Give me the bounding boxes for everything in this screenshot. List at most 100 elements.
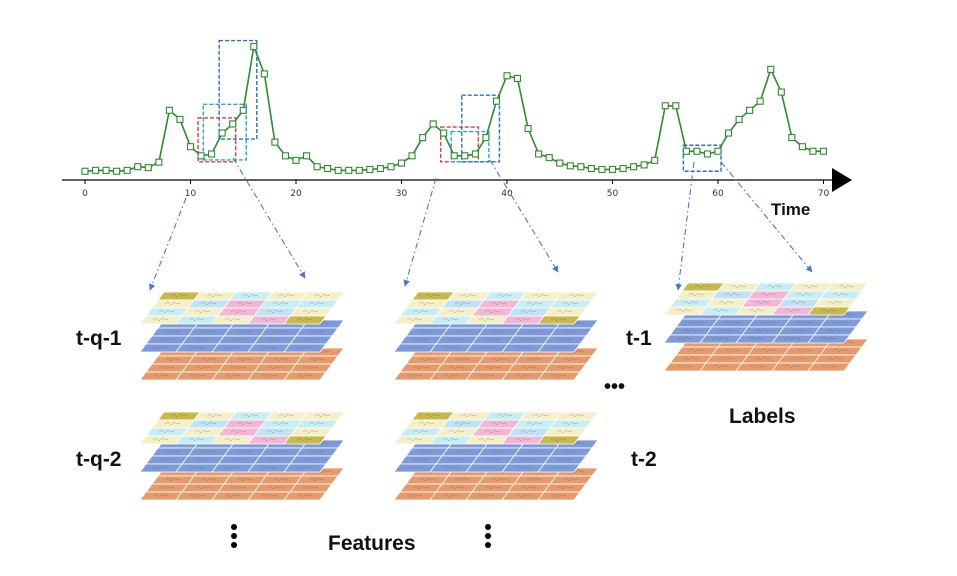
grid-cell [223, 327, 267, 337]
cell-texture [796, 292, 813, 297]
cell-texture [724, 292, 741, 297]
grid-cell [699, 306, 743, 316]
cell-texture [454, 357, 471, 362]
grid-cell [717, 282, 761, 292]
grid-cell [549, 299, 593, 309]
cell-texture [224, 373, 241, 378]
cell-texture [754, 300, 771, 305]
grid-cell [157, 291, 201, 301]
cell-texture [158, 309, 175, 314]
cell-texture [278, 293, 295, 298]
grid-cell [471, 363, 515, 373]
series-point [239, 106, 247, 114]
grid-cell [139, 491, 183, 501]
cell-texture [236, 357, 253, 362]
series-point [809, 147, 817, 155]
grid-cell [187, 299, 231, 309]
grid-cell [825, 282, 869, 292]
grid-cell [429, 371, 473, 381]
cell-texture [266, 457, 283, 462]
grid-cell [477, 355, 521, 365]
grid-cell [259, 447, 303, 457]
grid-cell [223, 419, 267, 429]
grid-cell [537, 371, 581, 381]
grid-cell [145, 335, 189, 345]
series-point [545, 154, 553, 162]
cell-texture [188, 437, 205, 442]
series-point [513, 74, 522, 82]
cell-texture [418, 357, 435, 362]
grid-cell [145, 307, 189, 317]
cell-texture [550, 345, 567, 350]
cell-texture [260, 345, 277, 350]
series-point [682, 147, 690, 155]
cell-texture [194, 457, 211, 462]
cell-texture [490, 421, 507, 426]
grid-cell [217, 307, 261, 317]
grid-cell [819, 290, 863, 300]
cell-texture [236, 301, 253, 306]
dashed-arrow [403, 177, 437, 287]
series-point [482, 134, 490, 142]
cell-texture [694, 284, 711, 289]
grid-cell [175, 435, 219, 445]
grid-cell [435, 455, 479, 465]
cell-texture [796, 320, 813, 325]
grid-cell [447, 411, 491, 421]
cell-texture [164, 301, 181, 306]
grid-cell [181, 427, 225, 437]
grid-cell [471, 427, 515, 437]
feature-stacks [139, 282, 869, 501]
cell-texture [688, 292, 705, 297]
grid-cell [399, 307, 443, 317]
cell-texture [448, 457, 465, 462]
grid-cell [513, 419, 557, 429]
grid-cell [783, 290, 827, 300]
cell-texture [302, 457, 319, 462]
cell-texture [158, 429, 175, 434]
cell-texture [766, 284, 783, 289]
grid-cell [253, 307, 297, 317]
cell-texture [418, 477, 435, 482]
grid-cell [253, 483, 297, 493]
grid-cell [441, 475, 485, 485]
cell-texture [236, 477, 253, 482]
cell-texture [296, 493, 313, 498]
grid-cell [139, 435, 183, 445]
grid-cell [435, 363, 479, 373]
cell-texture [442, 373, 459, 378]
cell-texture [454, 449, 471, 454]
cell-texture [200, 329, 217, 334]
grid-cell [501, 463, 545, 473]
cell-texture [478, 317, 495, 322]
grid-cell [813, 326, 857, 336]
grid-cell [217, 363, 261, 373]
cell-texture [200, 449, 217, 454]
grid-cell [145, 427, 189, 437]
grid-cell [139, 315, 183, 325]
grid-cell [289, 307, 333, 317]
grid-cell [187, 355, 231, 365]
grid-cell [259, 299, 303, 309]
grid-cell [187, 475, 231, 485]
cell-texture [224, 345, 241, 350]
cell-texture [272, 449, 289, 454]
cell-texture [308, 301, 325, 306]
cell-texture [266, 337, 283, 342]
dashed-arrow [675, 161, 695, 291]
series-point [608, 165, 617, 173]
grid-cell [663, 362, 707, 372]
series-point [186, 143, 195, 151]
grid-cell [771, 306, 815, 316]
grid-cell [663, 334, 707, 344]
grid-cell [549, 355, 593, 365]
grid-cell [549, 475, 593, 485]
grid-cell [543, 455, 587, 465]
cell-texture [406, 493, 423, 498]
grid-cell [777, 298, 821, 308]
cell-texture [484, 457, 501, 462]
grid-cell [813, 298, 857, 308]
cell-texture [418, 329, 435, 334]
grid-cell [151, 475, 195, 485]
grid-cell [471, 455, 515, 465]
